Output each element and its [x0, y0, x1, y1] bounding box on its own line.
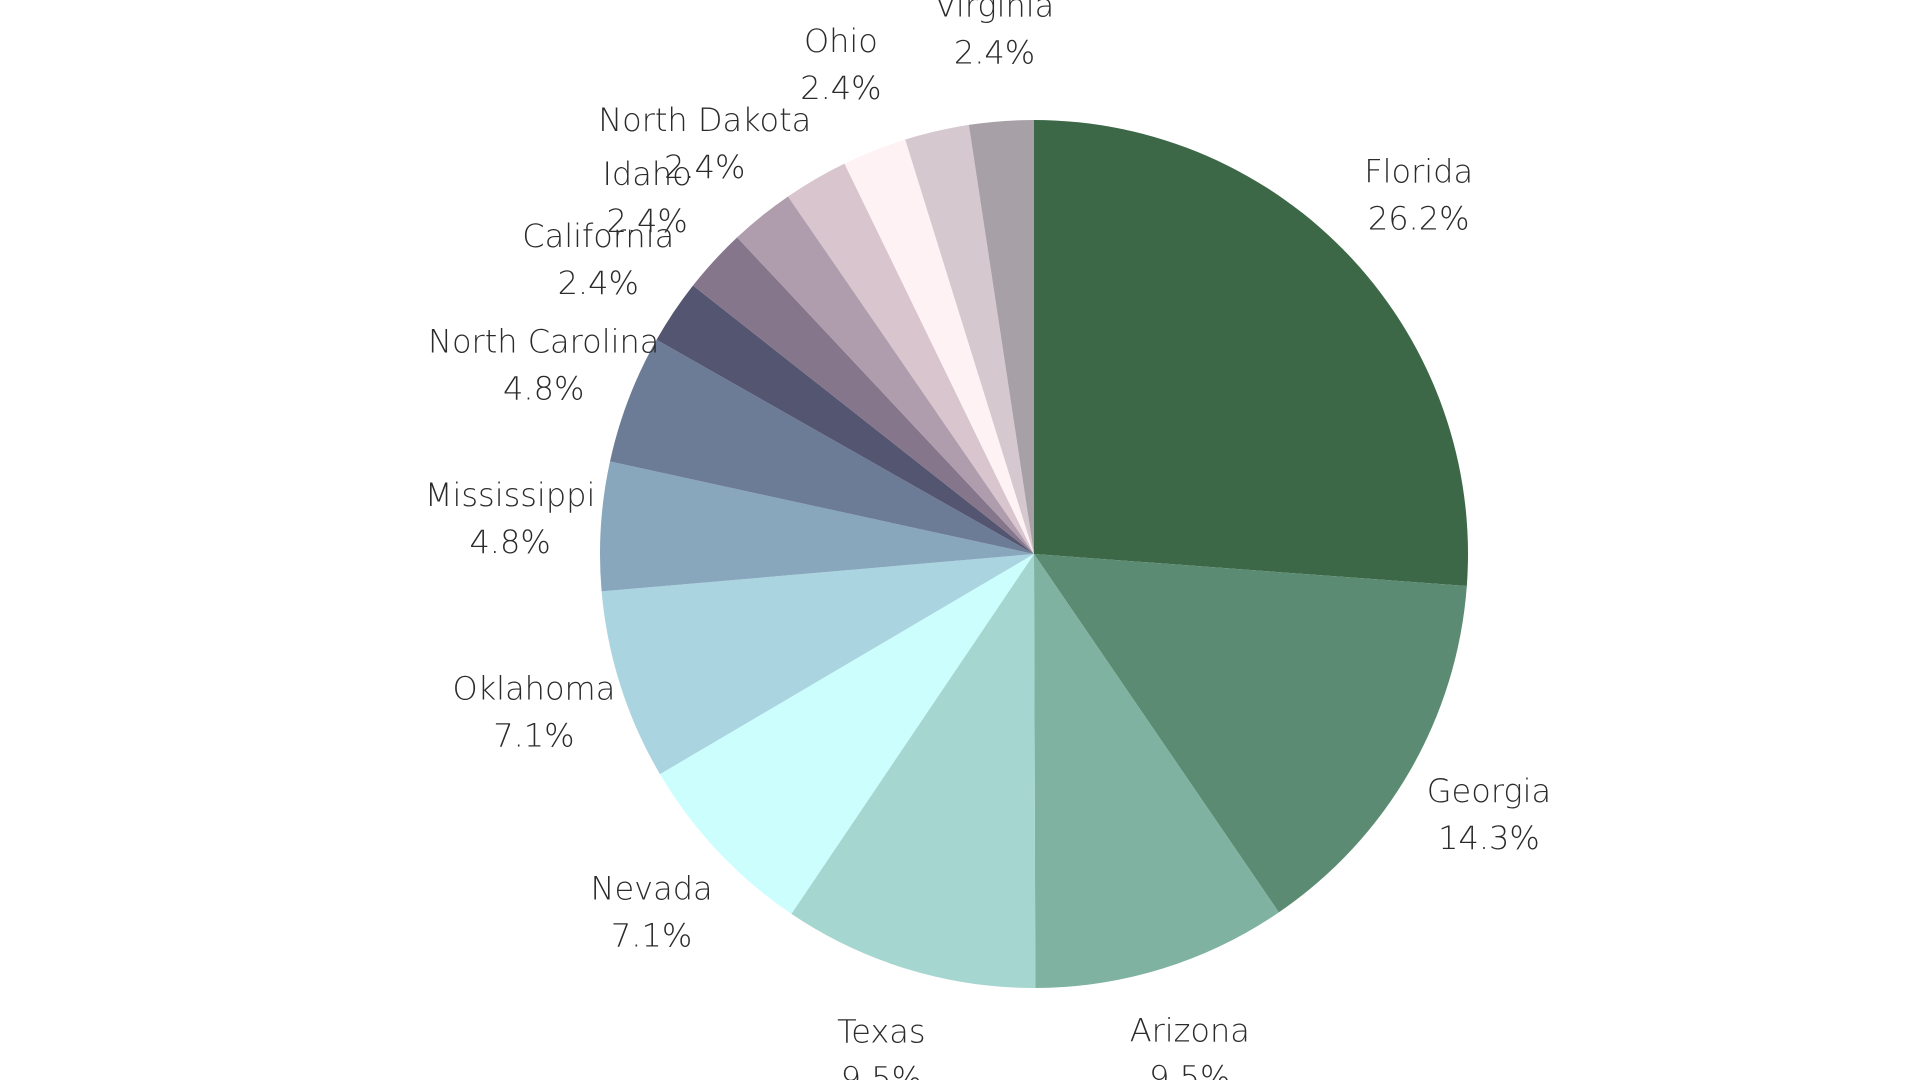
- slice-value-label: 7.1%: [611, 917, 692, 955]
- slice-label: Virginia: [935, 0, 1055, 24]
- slice-value-label: 14.3%: [1438, 819, 1540, 857]
- slice-label: Ohio: [804, 22, 878, 60]
- slice-value-label: 9.5%: [1149, 1058, 1230, 1080]
- slice-value-label: 7.1%: [493, 717, 574, 755]
- pie-slice: [905, 124, 1034, 554]
- pie-slice: [968, 120, 1034, 554]
- slice-label: Georgia: [1427, 772, 1551, 810]
- slice-value-label: 9.5%: [841, 1059, 922, 1080]
- slice-label: Texas: [837, 1012, 925, 1050]
- pie-slice: [788, 163, 1034, 554]
- pie-slice: [692, 237, 1034, 554]
- pie-slice: [600, 461, 1034, 592]
- slice-label: Arizona: [1130, 1011, 1250, 1049]
- slice-label: Nevada: [591, 870, 713, 908]
- pie-slice: [601, 554, 1034, 775]
- slice-label: North Dakota: [598, 101, 811, 139]
- slice-value-label: 2.4%: [954, 33, 1035, 71]
- slice-value-label: 2.4%: [558, 264, 639, 302]
- slice-value-label: 4.8%: [503, 369, 584, 407]
- pie-slice: [1034, 120, 1469, 586]
- slice-value-label: 4.8%: [469, 523, 550, 561]
- slice-label: North Carolina: [428, 322, 659, 360]
- pie-slice: [659, 554, 1034, 914]
- slice-label: California: [522, 217, 674, 255]
- pie-slice: [737, 196, 1034, 554]
- pie-slice: [1034, 554, 1467, 913]
- pie-slice: [609, 339, 1034, 554]
- slice-label: Mississippi: [425, 476, 595, 514]
- pie-slice: [791, 554, 1036, 989]
- slice-value-label: 2.4%: [606, 202, 687, 240]
- slice-label: Oklahoma: [452, 670, 615, 708]
- pie-slice: [1034, 554, 1279, 988]
- slice-label: Florida: [1364, 153, 1473, 191]
- slice-value-label: 2.4%: [664, 148, 745, 186]
- pie-slice: [844, 139, 1034, 554]
- pie-slice: [656, 285, 1034, 554]
- slice-value-label: 26.2%: [1368, 200, 1470, 238]
- slice-label: Idaho: [602, 155, 691, 193]
- slice-value-label: 2.4%: [800, 69, 881, 107]
